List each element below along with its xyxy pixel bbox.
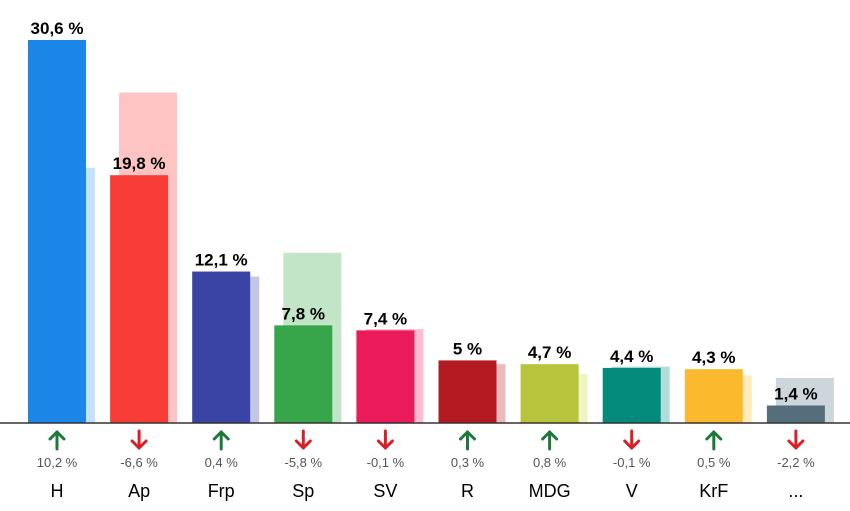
change-label-8: 0,5 % — [697, 455, 731, 470]
value-label-5: 5 % — [453, 339, 482, 358]
arrow-down-icon-4 — [376, 429, 394, 450]
bar-5 — [438, 360, 497, 423]
party-label-8: KrF — [699, 481, 728, 501]
change-label-6: 0,8 % — [533, 455, 567, 470]
bar-6 — [520, 364, 579, 423]
arrow-up-icon-6 — [541, 430, 559, 451]
change-label-5: 0,3 % — [451, 455, 485, 470]
change-label-4: -0,1 % — [367, 455, 405, 470]
change-label-9: -2,2 % — [777, 455, 815, 470]
party-label-9: ... — [788, 481, 803, 501]
bar-2 — [192, 271, 251, 423]
current-result-bars — [28, 40, 825, 423]
change-label-3: -5,8 % — [285, 455, 323, 470]
value-label-3: 7,8 % — [282, 304, 325, 323]
change-label-0: 10,2 % — [37, 455, 78, 470]
value-label-9: 1,4 % — [774, 384, 817, 403]
value-label-4: 7,4 % — [364, 309, 407, 328]
value-labels: 30,6 % 19,8 % 12,1 % 7,8 % 7,4 % 5 % 4,7 % 4,4 … — [31, 19, 818, 403]
bar-4 — [356, 330, 415, 423]
value-label-2: 12,1 % — [195, 251, 248, 270]
value-label-0: 30,6 % — [31, 19, 84, 38]
arrow-up-icon-0 — [48, 430, 66, 451]
bar-9 — [766, 405, 825, 423]
arrow-down-icon-9 — [787, 429, 805, 450]
change-label-1: -6,6 % — [120, 455, 158, 470]
party-label-5: R — [461, 481, 474, 501]
bar-3 — [274, 325, 333, 423]
party-labels: H Ap Frp Sp SV R MDG V KrF... — [51, 481, 804, 501]
change-arrows — [48, 429, 805, 451]
party-label-2: Frp — [208, 481, 235, 501]
value-label-8: 4,3 % — [692, 348, 735, 367]
party-label-0: H — [51, 481, 64, 501]
party-label-7: V — [626, 481, 638, 501]
party-label-3: Sp — [292, 481, 314, 501]
bar-7 — [602, 367, 661, 423]
value-label-1: 19,8 % — [113, 154, 166, 173]
bar-8 — [684, 369, 743, 423]
arrow-up-icon-8 — [705, 430, 723, 451]
change-label-7: -0,1 % — [613, 455, 651, 470]
arrow-down-icon-1 — [130, 429, 148, 450]
change-labels: 10,2 % -6,6 % 0,4 % -5,8 % -0,1 % 0,3 % 0,8 % -… — [37, 455, 815, 470]
arrow-down-icon-3 — [294, 429, 312, 450]
value-label-6: 4,7 % — [528, 343, 571, 362]
party-label-4: SV — [373, 481, 397, 501]
arrow-down-icon-7 — [623, 429, 641, 450]
party-label-1: Ap — [128, 481, 150, 501]
arrow-up-icon-2 — [212, 430, 230, 451]
party-label-6: MDG — [529, 481, 571, 501]
bar-1 — [110, 175, 169, 423]
bar-0 — [28, 40, 86, 423]
arrow-up-icon-5 — [459, 430, 476, 451]
change-label-2: 0,4 % — [205, 455, 239, 470]
value-label-7: 4,4 % — [610, 347, 653, 366]
